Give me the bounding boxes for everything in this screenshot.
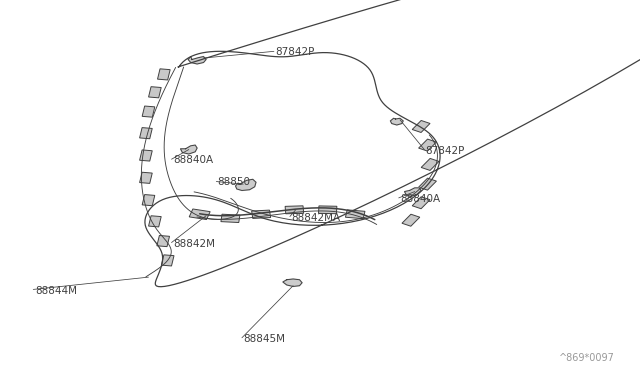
Text: 88845M: 88845M <box>243 334 285 343</box>
FancyBboxPatch shape <box>140 172 152 183</box>
FancyBboxPatch shape <box>421 158 439 170</box>
FancyBboxPatch shape <box>412 121 430 132</box>
FancyBboxPatch shape <box>252 210 271 218</box>
Polygon shape <box>236 179 256 190</box>
Polygon shape <box>188 57 206 64</box>
Text: 87842P: 87842P <box>426 146 465 155</box>
Text: ^869*0097: ^869*0097 <box>559 353 614 363</box>
Text: 88844M: 88844M <box>35 286 77 296</box>
Text: 87842P: 87842P <box>275 47 315 57</box>
FancyBboxPatch shape <box>285 206 304 214</box>
FancyBboxPatch shape <box>189 209 210 219</box>
FancyBboxPatch shape <box>221 214 240 222</box>
FancyBboxPatch shape <box>419 178 436 190</box>
FancyBboxPatch shape <box>157 69 170 80</box>
FancyBboxPatch shape <box>319 206 337 214</box>
FancyBboxPatch shape <box>148 216 161 227</box>
FancyBboxPatch shape <box>148 87 161 98</box>
FancyBboxPatch shape <box>402 214 420 226</box>
Text: 88850: 88850 <box>218 177 251 187</box>
Text: 88840A: 88840A <box>400 194 440 204</box>
Polygon shape <box>404 188 421 196</box>
Polygon shape <box>283 279 302 286</box>
FancyBboxPatch shape <box>419 139 436 151</box>
FancyBboxPatch shape <box>140 150 152 161</box>
Text: 88840A: 88840A <box>173 155 213 165</box>
FancyBboxPatch shape <box>161 255 174 266</box>
Text: 88842MA: 88842MA <box>291 213 340 222</box>
FancyBboxPatch shape <box>346 210 365 219</box>
Text: 88842M: 88842M <box>173 239 215 248</box>
Polygon shape <box>390 118 403 125</box>
FancyBboxPatch shape <box>412 197 430 209</box>
FancyBboxPatch shape <box>140 128 152 139</box>
Polygon shape <box>180 145 197 154</box>
FancyBboxPatch shape <box>142 195 155 206</box>
FancyBboxPatch shape <box>142 106 155 117</box>
FancyBboxPatch shape <box>157 235 170 247</box>
